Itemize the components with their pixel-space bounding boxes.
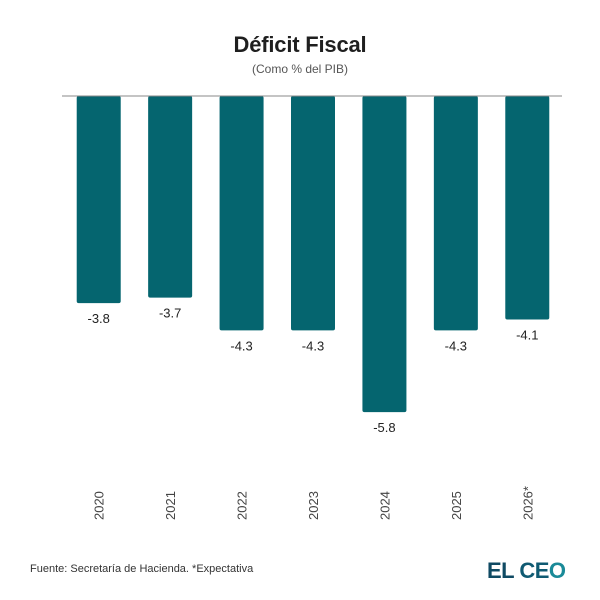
x-tick-label: 2023 xyxy=(306,491,321,520)
bar-2020 xyxy=(76,96,121,304)
logo-ce: CE xyxy=(519,558,549,583)
data-label: -4.1 xyxy=(516,327,538,342)
data-label: -4.3 xyxy=(230,338,252,353)
data-label: -4.3 xyxy=(445,338,467,353)
x-tick-label: 2022 xyxy=(235,491,250,520)
x-tick-label: 2024 xyxy=(377,491,392,520)
data-label: -3.8 xyxy=(88,311,110,326)
bar-2026 xyxy=(505,96,550,320)
data-label: -4.3 xyxy=(302,338,324,353)
bar-2021 xyxy=(148,96,193,298)
x-tick-label: 2025 xyxy=(449,491,464,520)
data-label: -5.8 xyxy=(373,420,395,435)
logo-el: EL xyxy=(487,558,514,583)
chart-subtitle: (Como % del PIB) xyxy=(251,62,349,76)
bar-2023 xyxy=(291,96,335,331)
x-tick-label: 2026* xyxy=(520,486,535,520)
el-ceo-logo: EL CEO xyxy=(487,558,566,584)
bar-2022 xyxy=(219,96,264,331)
bar-2025 xyxy=(433,96,478,331)
logo-o: O xyxy=(548,558,566,583)
x-tick-label: 2020 xyxy=(92,491,107,520)
x-tick-labels-layer: 2020 2021 2022 2023 2024 2025 2026* xyxy=(92,486,536,520)
bars-layer xyxy=(76,96,550,413)
data-label: -3.7 xyxy=(159,306,181,321)
chart-title: Déficit Fiscal xyxy=(233,32,367,57)
x-tick-label: 2021 xyxy=(163,491,178,520)
data-labels-layer: -3.8 -3.7 -4.3 -4.3 -5.8 -4.3 -4.1 xyxy=(88,306,539,435)
source-note: Fuente: Secretaría de Hacienda. *Expecta… xyxy=(30,563,254,575)
bar-2024 xyxy=(362,96,407,413)
